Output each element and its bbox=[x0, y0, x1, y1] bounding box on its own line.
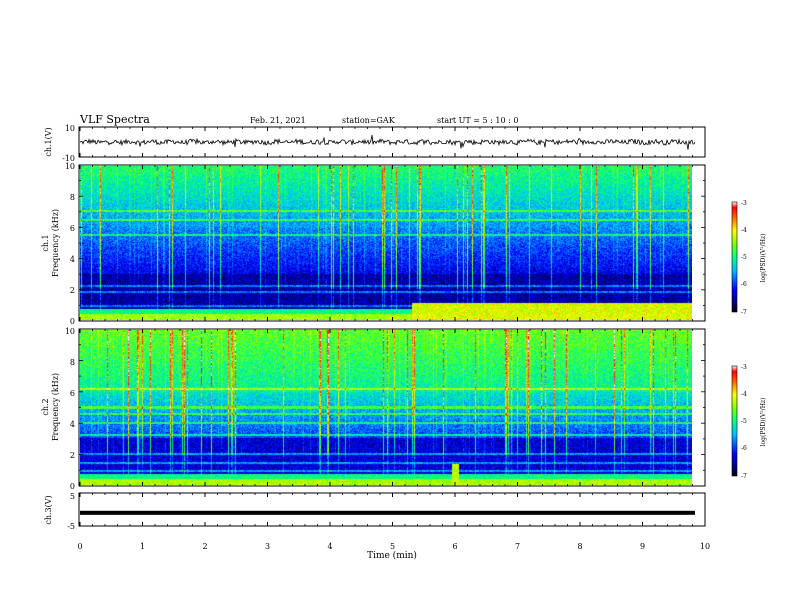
x-tick-label: 6 bbox=[452, 542, 457, 551]
header-date: Feb. 21, 2021 bbox=[250, 116, 306, 125]
ch1-colorbar-label: log(PSD)(V²/Hz) bbox=[760, 234, 767, 283]
ch2-colorbar-tick: -4 bbox=[741, 391, 747, 398]
ch2-colorbar: -3 -4 -5 -6 -7 log(PSD)(V²/Hz) bbox=[731, 364, 767, 480]
ch3-waveform-panel: 5 -5 ch.3(V) bbox=[44, 492, 706, 531]
ch2-colorbar-tick: -5 bbox=[741, 418, 747, 425]
header-station: station=GAK bbox=[342, 116, 396, 125]
ch2-ytick-4: 4 bbox=[70, 420, 75, 429]
ch1-colorbar-tick: -3 bbox=[741, 200, 747, 207]
ch2-ytick-6: 6 bbox=[70, 389, 75, 398]
time-axis: 0 1 2 3 4 5 6 7 8 9 10 bbox=[77, 127, 710, 551]
ch1-spectrogram-image bbox=[80, 166, 692, 320]
ch1-ytick-10: 10 bbox=[65, 162, 75, 171]
ch1-ytick-4: 4 bbox=[70, 255, 75, 264]
header-start-time: start UT = 5 : 10 : 0 bbox=[437, 116, 518, 125]
ch1-colorbar-scale bbox=[731, 201, 738, 313]
ch1-ytick-8: 8 bbox=[70, 193, 75, 202]
ch2-ytick-0: 0 bbox=[70, 482, 75, 491]
ch3-waveform-trace bbox=[80, 510, 695, 515]
ch1-channel-label: ch.1 bbox=[41, 234, 50, 251]
ch1-colorbar: -3 -4 -5 -6 -7 log(PSD)(V²/Hz) bbox=[731, 200, 767, 316]
ch1-waveform-panel: 10 -10 ch.1(V) bbox=[44, 124, 706, 163]
ch2-ytick-10: 10 bbox=[65, 327, 75, 336]
x-tick-label: 7 bbox=[515, 542, 520, 551]
ch1-ytick-top: 10 bbox=[65, 124, 75, 133]
ch2-spectrogram-image bbox=[80, 330, 692, 485]
x-tick-label: 5 bbox=[390, 542, 395, 551]
ch2-colorbar-scale bbox=[731, 365, 738, 477]
ch3-ytick-bottom: -5 bbox=[67, 522, 75, 531]
ch1-colorbar-tick: -4 bbox=[741, 227, 747, 234]
x-tick-label: 10 bbox=[700, 542, 710, 551]
ch2-frequency-ylabel: Frequency (kHz) bbox=[51, 373, 60, 441]
x-tick-label: 1 bbox=[140, 542, 145, 551]
ch3-waveform-ylabel: ch.3(V) bbox=[44, 495, 53, 524]
ch1-colorbar-tick: -5 bbox=[741, 254, 747, 261]
ch2-ytick-8: 8 bbox=[70, 358, 75, 367]
ch2-spectrogram-panel: 0 2 4 6 8 10 ch.2 Frequency (kHz) bbox=[41, 327, 706, 491]
x-tick-label: 9 bbox=[640, 542, 645, 551]
x-tick-label: 0 bbox=[77, 542, 82, 551]
ch3-ytick-top: 5 bbox=[70, 492, 75, 501]
ch2-channel-label: ch.2 bbox=[41, 398, 50, 415]
ch1-waveform-ylabel: ch.1(V) bbox=[44, 127, 53, 156]
ch2-colorbar-tick: -6 bbox=[741, 445, 747, 452]
ch1-colorbar-tick: -7 bbox=[741, 309, 747, 316]
ch2-ytick-2: 2 bbox=[70, 451, 75, 460]
ch1-ytick-6: 6 bbox=[70, 224, 75, 233]
ch1-waveform-frame bbox=[78, 126, 706, 158]
ch1-colorbar-tick: -6 bbox=[741, 281, 747, 288]
x-axis-label: Time (min) bbox=[367, 550, 417, 561]
ch2-colorbar-label: log(PSD)(V²/Hz) bbox=[760, 398, 767, 447]
ch1-ytick-bottom: -10 bbox=[62, 154, 75, 163]
x-tick-label: 3 bbox=[265, 542, 270, 551]
x-tick-label: 4 bbox=[327, 542, 332, 551]
ch2-colorbar-tick: -3 bbox=[741, 364, 747, 371]
ch1-waveform-trace bbox=[80, 134, 696, 150]
ch1-frequency-ylabel: Frequency (kHz) bbox=[51, 209, 60, 277]
ch1-spectrogram-panel: 0 2 4 6 8 10 ch.1 Frequency (kHz) bbox=[41, 162, 706, 326]
x-tick-label: 2 bbox=[202, 542, 207, 551]
chart-title: VLF Spectra bbox=[79, 113, 150, 126]
x-tick-label: 8 bbox=[577, 542, 582, 551]
ch1-ytick-2: 2 bbox=[70, 286, 75, 295]
ch2-colorbar-tick: -7 bbox=[741, 473, 747, 480]
ch1-ytick-0: 0 bbox=[70, 317, 75, 326]
ch3-waveform-frame bbox=[78, 492, 706, 527]
